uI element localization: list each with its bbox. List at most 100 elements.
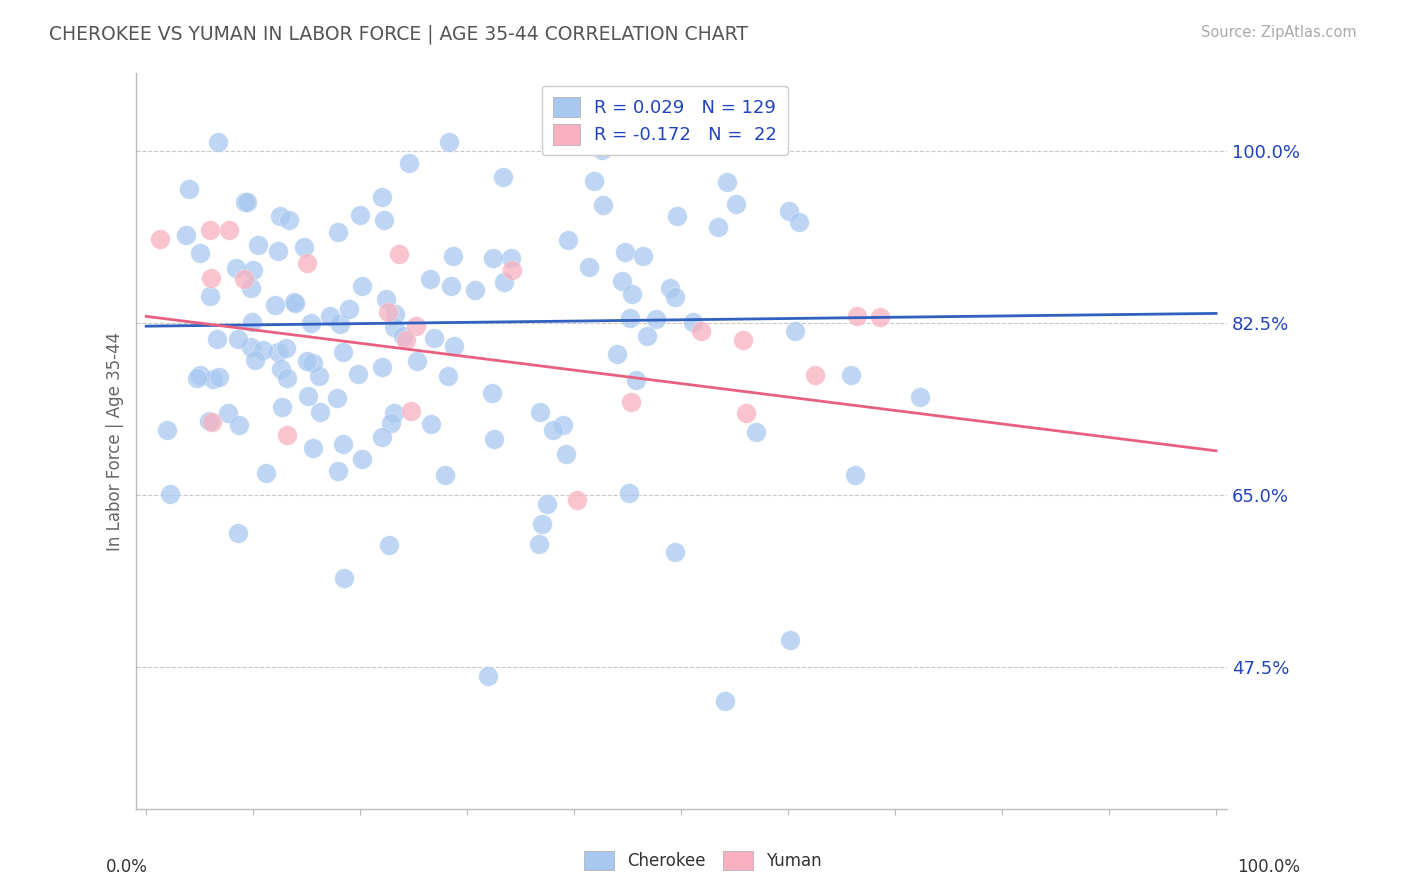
Point — [284, 295, 307, 310]
Point — [494, 275, 516, 289]
Point — [276, 428, 298, 442]
Point — [384, 307, 406, 321]
Point — [582, 174, 605, 188]
Point — [302, 441, 325, 455]
Point — [554, 446, 576, 460]
Point — [382, 320, 405, 334]
Text: 100.0%: 100.0% — [1237, 858, 1301, 876]
Point — [276, 371, 298, 385]
Point — [159, 486, 181, 500]
Point — [377, 305, 399, 319]
Point — [477, 668, 499, 682]
Point — [207, 135, 229, 149]
Point — [371, 430, 394, 444]
Legend: Cherokee, Yuman: Cherokee, Yuman — [578, 844, 828, 877]
Point — [406, 353, 429, 368]
Point — [375, 292, 398, 306]
Point — [844, 467, 866, 482]
Point — [352, 278, 374, 293]
Point — [373, 213, 395, 227]
Point — [254, 466, 277, 480]
Point — [395, 333, 418, 347]
Point — [908, 390, 931, 404]
Point — [536, 498, 558, 512]
Text: Source: ZipAtlas.com: Source: ZipAtlas.com — [1201, 25, 1357, 40]
Text: 0.0%: 0.0% — [105, 858, 148, 876]
Point — [631, 249, 654, 263]
Point — [242, 263, 264, 277]
Point — [349, 208, 371, 222]
Point — [614, 245, 637, 260]
Point — [207, 332, 229, 346]
Point — [233, 195, 256, 210]
Point — [207, 369, 229, 384]
Point — [337, 301, 360, 316]
Point — [527, 537, 550, 551]
Point — [620, 395, 643, 409]
Point — [690, 324, 713, 338]
Point — [200, 270, 222, 285]
Point — [778, 204, 800, 219]
Point — [592, 198, 614, 212]
Point — [186, 371, 208, 385]
Legend: R = 0.029   N = 129, R = -0.172   N =  22: R = 0.029 N = 129, R = -0.172 N = 22 — [541, 86, 787, 155]
Point — [292, 240, 315, 254]
Point — [481, 386, 503, 401]
Point — [217, 406, 239, 420]
Point — [557, 233, 579, 247]
Point — [266, 244, 288, 259]
Point — [619, 310, 641, 325]
Point — [328, 225, 350, 239]
Point — [332, 437, 354, 451]
Point — [382, 406, 405, 420]
Point — [243, 352, 266, 367]
Point — [846, 310, 869, 324]
Point — [501, 262, 523, 277]
Point — [783, 324, 806, 338]
Point — [529, 404, 551, 418]
Point — [606, 347, 628, 361]
Point — [437, 135, 460, 149]
Point — [441, 249, 464, 263]
Point — [464, 284, 486, 298]
Point — [240, 315, 263, 329]
Point — [350, 451, 373, 466]
Point — [190, 368, 212, 382]
Point — [226, 526, 249, 541]
Point — [731, 334, 754, 348]
Point — [252, 343, 274, 357]
Point — [658, 281, 681, 295]
Point — [328, 464, 350, 478]
Point — [398, 155, 420, 169]
Point — [714, 694, 737, 708]
Point — [270, 361, 292, 376]
Point — [299, 316, 322, 330]
Point — [283, 294, 305, 309]
Point — [319, 309, 342, 323]
Point — [149, 232, 172, 246]
Point — [188, 246, 211, 260]
Point — [724, 197, 747, 211]
Point — [297, 389, 319, 403]
Point — [246, 237, 269, 252]
Point — [392, 329, 415, 343]
Point — [620, 286, 643, 301]
Point — [297, 255, 319, 269]
Point — [218, 223, 240, 237]
Point — [271, 400, 294, 414]
Point — [156, 423, 179, 437]
Point — [308, 405, 330, 419]
Point — [591, 143, 613, 157]
Point — [232, 272, 254, 286]
Point — [378, 538, 401, 552]
Point — [779, 632, 801, 647]
Point — [347, 368, 370, 382]
Point — [436, 368, 458, 383]
Y-axis label: In Labor Force | Age 35-44: In Labor Force | Age 35-44 — [107, 332, 124, 550]
Point — [434, 468, 457, 483]
Point — [329, 317, 352, 331]
Point — [636, 329, 658, 343]
Point — [578, 260, 600, 274]
Point — [716, 175, 738, 189]
Point — [301, 356, 323, 370]
